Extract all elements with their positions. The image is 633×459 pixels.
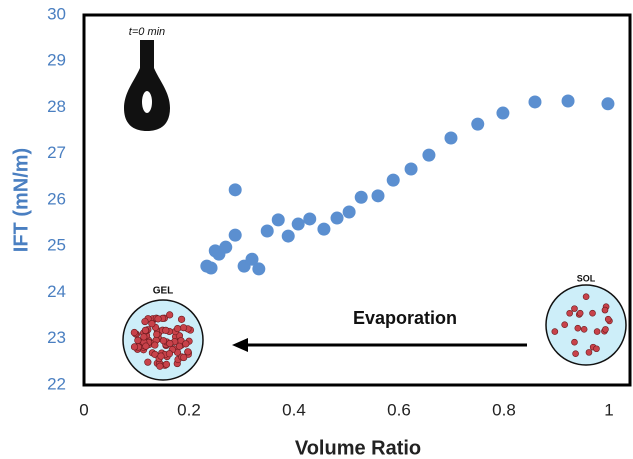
point: [330, 211, 344, 225]
y-tick-label: 27: [47, 143, 66, 162]
gel-particle: [144, 358, 152, 366]
gel-particle: [134, 336, 142, 344]
point: [444, 131, 458, 145]
sol-particle: [576, 309, 584, 317]
sol-particle: [580, 326, 588, 333]
y-axis-label: IFT (mN/m): [10, 148, 32, 252]
gel-particle: [141, 317, 149, 326]
x-tick-label: 0.8: [492, 400, 516, 419]
gel-particle: [165, 350, 174, 358]
sol-particle: [604, 315, 612, 323]
gel-particle: [151, 341, 159, 349]
x-tick-label: 0: [79, 400, 88, 419]
sol-particle: [571, 338, 578, 346]
gel-particle: [140, 333, 148, 341]
sol-particle: [589, 309, 596, 317]
gel-particle: [182, 340, 190, 348]
x-tick-label: 1: [604, 400, 613, 419]
point: [271, 213, 285, 227]
x-tick-label: 0.6: [387, 400, 411, 419]
gel-particle: [166, 339, 174, 348]
gel-particle: [162, 360, 171, 369]
y-tick-label: 25: [47, 236, 66, 255]
sol-particle: [582, 293, 590, 300]
gel-particle: [184, 348, 192, 356]
point: [342, 205, 356, 219]
sol-particles: [551, 293, 613, 357]
point: [245, 252, 259, 266]
gel-particle: [130, 343, 139, 351]
x-tick-label: 0.2: [177, 400, 201, 419]
sol-particle: [572, 350, 579, 357]
gel-particle: [157, 352, 165, 360]
point: [228, 183, 242, 197]
annotation: Evaporation: [353, 308, 457, 328]
point: [371, 189, 385, 203]
sol-particle: [574, 324, 582, 332]
sol-particle: [566, 309, 573, 317]
y-tick-label: 26: [47, 189, 66, 208]
point: [496, 106, 510, 120]
point: [260, 224, 274, 238]
y-tick-label: 28: [47, 97, 66, 116]
gel-particle: [162, 326, 170, 334]
y-tick-label: 30: [47, 4, 66, 23]
gel-particles: [130, 311, 195, 370]
point: [561, 94, 575, 108]
sol-particle: [601, 306, 609, 314]
annotation: t=0 min: [129, 26, 165, 38]
needle: [140, 40, 154, 70]
point: [422, 148, 436, 162]
point: [303, 212, 317, 226]
sol-particle: [585, 349, 593, 356]
gel-particle: [153, 330, 161, 339]
point: [317, 222, 331, 236]
arrow-head: [232, 338, 248, 352]
gel-particle: [166, 311, 174, 319]
point: [204, 261, 218, 275]
x-tick-label: 0.4: [282, 400, 306, 419]
point: [291, 217, 305, 231]
point: [354, 190, 368, 204]
x-axis-label: Volume Ratio: [295, 437, 421, 459]
point: [601, 97, 615, 111]
drop-illustration: [124, 40, 170, 131]
sol-particle: [602, 326, 609, 333]
gel-particle: [177, 315, 186, 323]
gel-particle: [175, 342, 184, 350]
sol-particle: [593, 345, 600, 353]
gel-particle: [148, 320, 156, 328]
sol-particle: [561, 321, 568, 329]
sol-particle: [593, 328, 601, 335]
annotation: GEL: [153, 286, 174, 297]
point: [404, 162, 418, 176]
point: [252, 262, 266, 276]
point: [386, 173, 400, 187]
drop-highlight: [142, 91, 152, 113]
gel-particle: [179, 324, 188, 332]
point: [228, 228, 242, 242]
y-tick-label: 22: [47, 374, 66, 393]
point: [281, 229, 295, 243]
gel-particle: [154, 315, 162, 323]
gel-particle: [173, 324, 182, 333]
point: [528, 95, 542, 109]
gel-particle: [180, 353, 188, 362]
y-tick-label: 23: [47, 328, 66, 347]
gel-particle: [142, 342, 150, 350]
y-tick-label: 24: [47, 282, 66, 301]
gel-particle: [156, 362, 164, 370]
point: [219, 240, 233, 254]
point: [471, 117, 485, 131]
sol-particle: [551, 328, 559, 335]
gel-particle: [130, 328, 138, 337]
y-tick-label: 29: [47, 51, 66, 70]
sol-particle: [571, 305, 578, 312]
gel-particle: [141, 326, 150, 334]
gel-particle: [159, 337, 168, 345]
annotation: SOL: [577, 273, 596, 283]
